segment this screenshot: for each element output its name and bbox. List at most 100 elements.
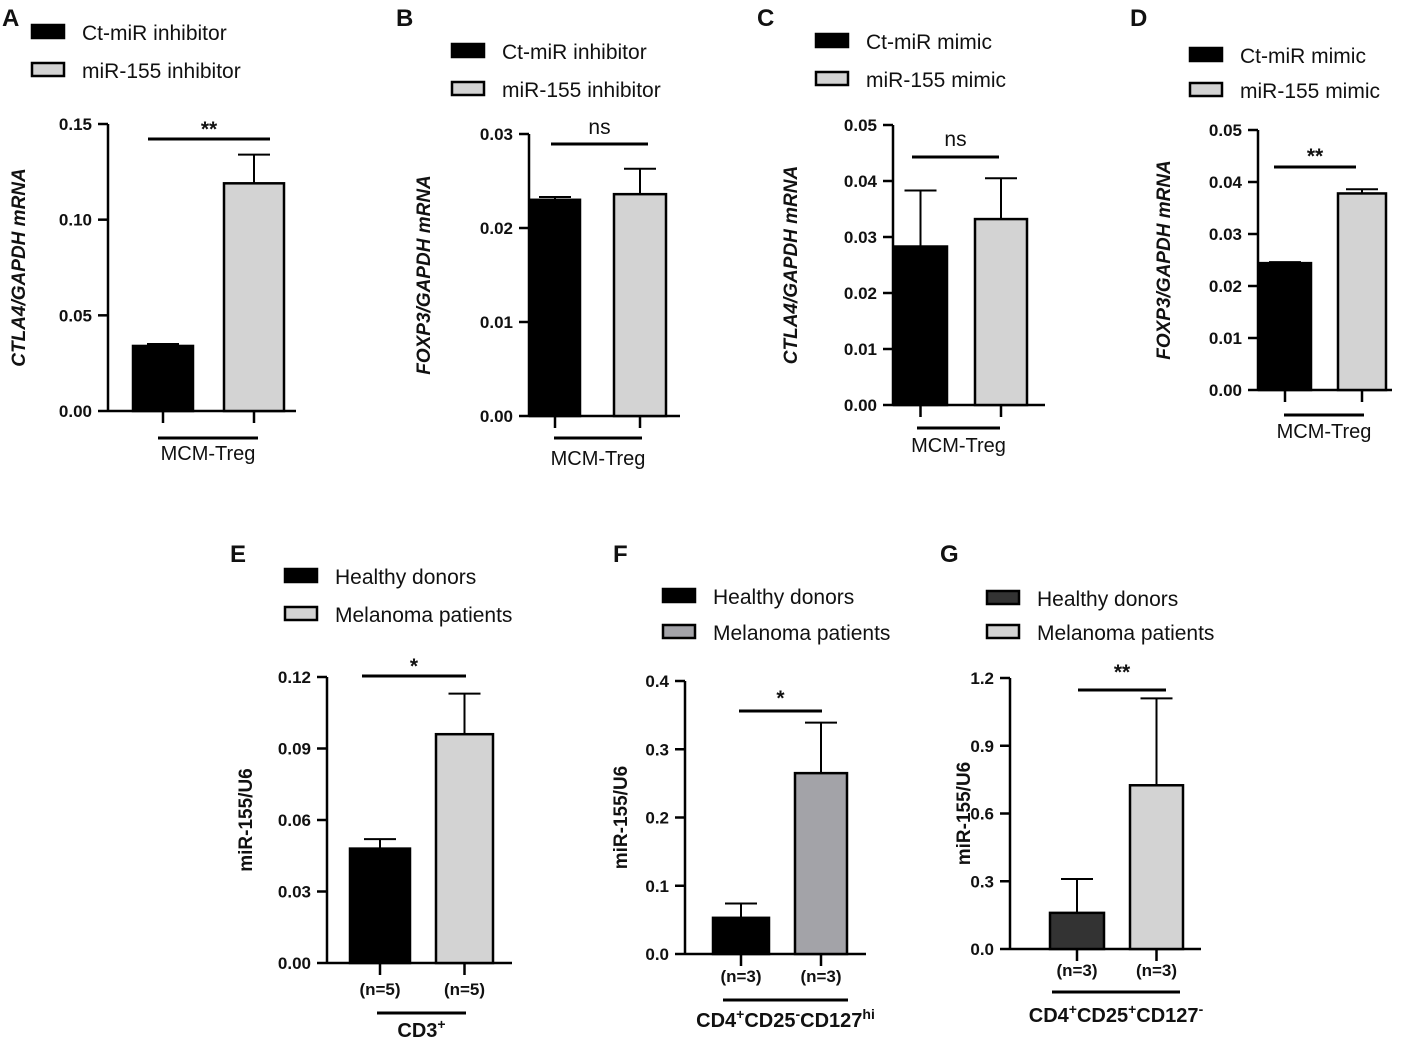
y-tick-label: 0.04: [844, 172, 878, 191]
y-tick-label: 0.00: [844, 396, 877, 415]
significance-label: ns: [588, 116, 610, 139]
group-label: MCM-Treg: [161, 443, 256, 465]
panel-g: G Healthy donors Melanoma patients 0.0 0.3 0.…: [940, 541, 1214, 1027]
y-tick-label: 0.03: [480, 125, 513, 144]
significance-label: *: [410, 655, 419, 678]
y-axis-label: miR-155/U6: [236, 768, 257, 872]
y-tick-label: 0.02: [844, 284, 877, 303]
y-tick-label: 0.00: [278, 954, 311, 973]
y-tick-label: 0.6: [970, 805, 994, 824]
bar: [1257, 261, 1313, 392]
panel-c: C Ct-miR mimic miR-155 mimic 0.00 0.01 0.02 0.…: [757, 5, 1045, 457]
legend-label: miR-155 inhibitor: [502, 79, 661, 102]
sample-size-label: (n=5): [359, 980, 400, 999]
legend-swatch: [814, 70, 850, 87]
bar: [1128, 784, 1185, 951]
y-tick-label: 0.1: [645, 877, 669, 896]
y-tick-label: 0.12: [278, 668, 311, 687]
y-tick-label: 0.03: [278, 883, 311, 902]
bar: [528, 198, 582, 418]
significance-label: **: [201, 118, 218, 141]
y-tick-label: 0.01: [844, 340, 877, 359]
legend-swatch: [450, 42, 486, 59]
bar: [793, 771, 849, 956]
group-label: MCM-Treg: [911, 435, 1006, 457]
y-axis-label: miR-155/U6: [611, 766, 632, 870]
group-label-part: CD127: [800, 1010, 862, 1032]
y-tick-label: 0.9: [970, 737, 994, 756]
legend-swatch: [1188, 81, 1224, 98]
group-label-superscript: +: [1069, 1001, 1077, 1017]
y-tick-label: 0.03: [844, 228, 877, 247]
y-tick-label: 0.3: [970, 872, 994, 891]
legend-swatch: [283, 605, 319, 622]
y-tick-label: 0.00: [480, 407, 513, 426]
sample-size-label: (n=3): [1056, 961, 1097, 980]
legend-label: Ct-miR mimic: [1240, 45, 1366, 68]
y-tick-label: 0.01: [1209, 329, 1242, 348]
panel-f: F Healthy donors Melanoma patients 0.0 0.1 0.…: [611, 541, 890, 1032]
legend-swatch: [283, 567, 319, 584]
panel-a: A Ct-miR inhibitor miR-155 inhibitor 0.00 0.…: [2, 5, 296, 465]
y-axis-label: CTLA4/GAPDH mRNA: [9, 168, 30, 366]
y-tick-label: 0.2: [645, 809, 669, 828]
y-tick-label: 0.3: [645, 740, 669, 759]
group-label-part: MCM-Treg: [161, 443, 256, 465]
y-tick-label: 0.05: [844, 116, 877, 135]
group-label: CD3+: [397, 1016, 445, 1042]
y-axis-label: miR-155/U6: [954, 762, 975, 866]
group-label-part: MCM-Treg: [551, 448, 646, 470]
bar: [348, 847, 412, 965]
legend-label: Ct-miR inhibitor: [82, 22, 227, 45]
group-label: MCM-Treg: [1277, 421, 1372, 443]
legend-swatch: [985, 589, 1021, 606]
bar: [1048, 911, 1106, 951]
panel-letter: D: [1130, 5, 1147, 32]
group-label: MCM-Treg: [551, 448, 646, 470]
group-label-part: CD25: [744, 1010, 795, 1032]
group-label-superscript: +: [736, 1006, 744, 1022]
legend-swatch: [661, 587, 697, 604]
y-tick-label: 0.05: [59, 306, 92, 325]
panel-letter: F: [613, 541, 628, 568]
legend-label: Melanoma patients: [713, 622, 890, 645]
group-label: CD4+CD25+CD127-: [1029, 1001, 1204, 1027]
group-label-part: CD4: [1029, 1005, 1070, 1027]
y-tick-label: 0.00: [1209, 381, 1242, 400]
bar: [711, 916, 771, 956]
y-tick-label: 0.02: [480, 219, 513, 238]
y-axis-label: FOXP3/GAPDH mRNA: [414, 175, 435, 375]
bar: [612, 192, 668, 418]
y-tick-label: 0.09: [278, 740, 311, 759]
bar: [973, 217, 1029, 407]
panel-d: D Ct-miR mimic miR-155 mimic 0.00 0.01 0.02 0.…: [1130, 5, 1392, 443]
legend-swatch: [814, 32, 850, 49]
bar: [892, 245, 949, 407]
panel-letter: C: [757, 5, 774, 32]
y-axis-label: CTLA4/GAPDH mRNA: [781, 166, 802, 364]
panel-b: B Ct-miR inhibitor miR-155 inhibitor 0.00 0.…: [396, 5, 680, 470]
y-tick-label: 0.03: [1209, 225, 1242, 244]
legend-label: miR-155 mimic: [1240, 80, 1380, 103]
y-tick-label: 0.04: [1209, 173, 1243, 192]
y-tick-label: 0.4: [645, 672, 669, 691]
y-tick-label: 0.01: [480, 313, 513, 332]
group-label-part: CD25: [1077, 1005, 1128, 1027]
legend-swatch: [661, 623, 697, 640]
sample-size-label: (n=5): [444, 980, 485, 999]
legend-label: Healthy donors: [1037, 588, 1178, 611]
bar: [131, 344, 195, 413]
legend-label: Ct-miR inhibitor: [502, 41, 647, 64]
group-label-part: CD4: [696, 1010, 737, 1032]
legend-label: Healthy donors: [713, 586, 854, 609]
bar: [434, 732, 495, 965]
sample-size-label: (n=3): [720, 967, 761, 986]
panel-letter: E: [230, 541, 246, 568]
y-tick-label: 0.05: [1209, 121, 1242, 140]
bar: [1336, 192, 1388, 392]
group-label-part: CD3: [397, 1020, 437, 1042]
panel-letter: B: [396, 5, 413, 32]
y-tick-label: 0.00: [59, 402, 92, 421]
y-tick-label: 0.0: [645, 945, 669, 964]
group-label-superscript: hi: [862, 1006, 874, 1022]
